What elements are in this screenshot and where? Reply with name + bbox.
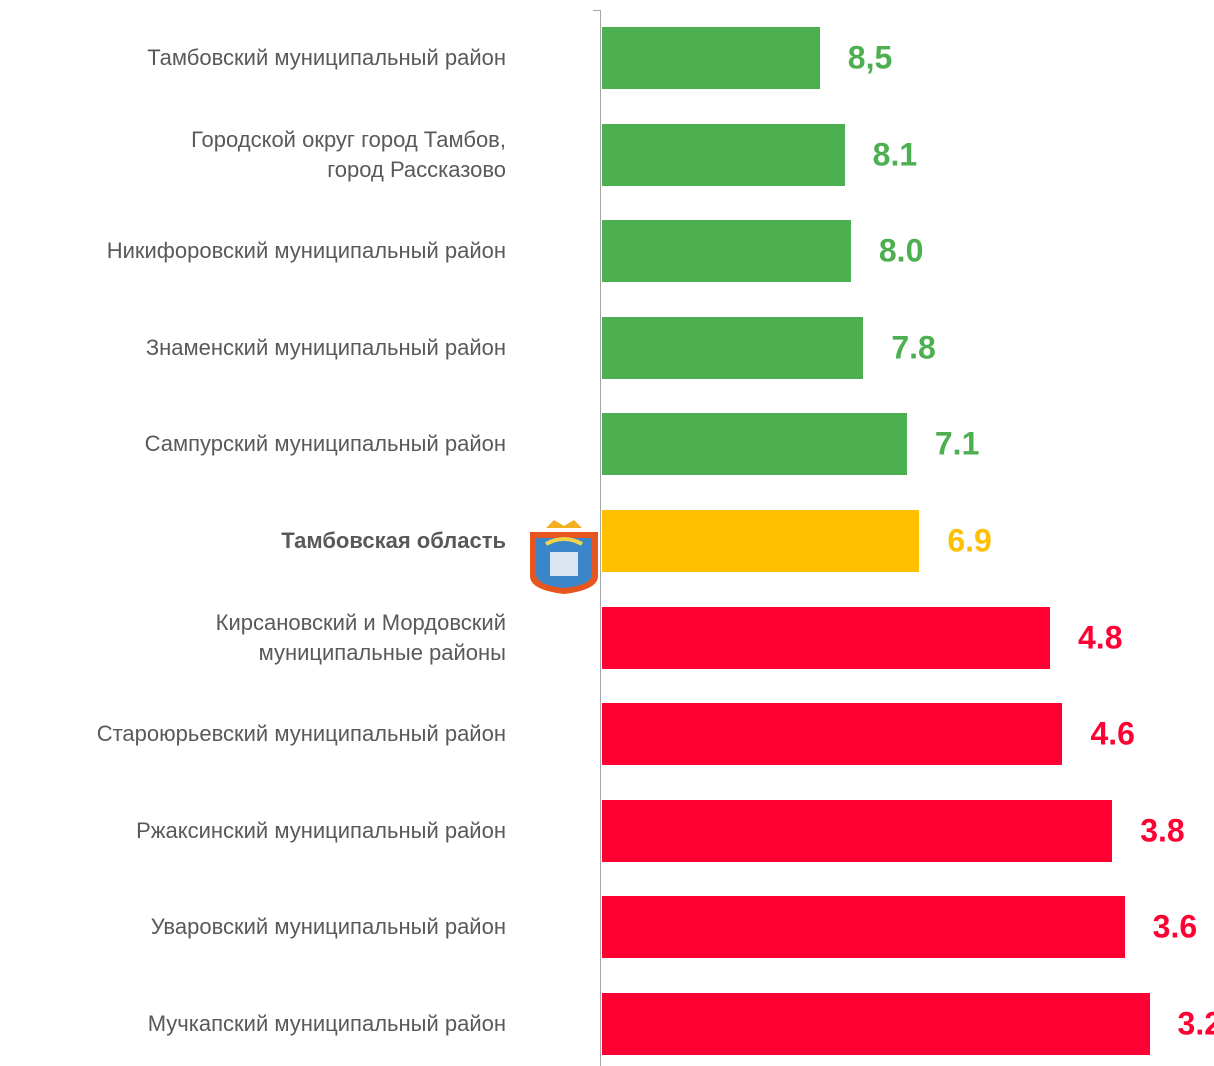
- bar: [602, 799, 1113, 862]
- y-axis: [600, 10, 601, 1066]
- value-label: 6.9: [947, 522, 992, 559]
- value-label: 3.2: [1177, 1005, 1214, 1042]
- value-label: 8,5: [847, 39, 893, 76]
- bar: [602, 220, 851, 283]
- category-label: Уваровский муниципальный район: [150, 914, 506, 940]
- category-label: Мучкапский муниципальный район: [147, 1011, 506, 1036]
- bar: [602, 606, 1050, 669]
- bar: [602, 896, 1125, 959]
- value-label: 3.6: [1152, 908, 1198, 945]
- bar: [602, 993, 1150, 1055]
- category-label: Сампурский муниципальный район: [144, 431, 506, 457]
- category-label: Кирсановский и Мордовский муниципальные …: [215, 609, 506, 665]
- bar: [602, 413, 907, 476]
- category-label: Тамбовская область: [281, 528, 506, 553]
- category-label: Тамбовский муниципальный район: [147, 45, 506, 70]
- value-label: 7.1: [934, 425, 980, 462]
- value-label: 7.8: [891, 329, 936, 366]
- category-label: Ржаксинский муниципальный район: [136, 817, 506, 843]
- value-label: 8.1: [872, 136, 918, 173]
- category-label: Староюрьевский муниципальный район: [96, 721, 506, 747]
- category-label: Знаменский муниципальный район: [145, 334, 506, 360]
- value-label: 4.8: [1078, 619, 1123, 656]
- value-label: 8.0: [878, 232, 924, 269]
- bar: [602, 123, 845, 186]
- value-label: 4.6: [1090, 715, 1135, 752]
- emblem: [530, 520, 598, 594]
- category-label: Городской округ город Тамбов, город Расс…: [191, 126, 506, 182]
- bar: [602, 703, 1063, 766]
- value-label: 3.8: [1140, 812, 1185, 849]
- axis-tick: [593, 10, 601, 11]
- category-label: Никифоровский муниципальный район: [106, 238, 506, 264]
- bar: [602, 510, 920, 572]
- bar: [602, 316, 864, 379]
- bar: [602, 27, 820, 89]
